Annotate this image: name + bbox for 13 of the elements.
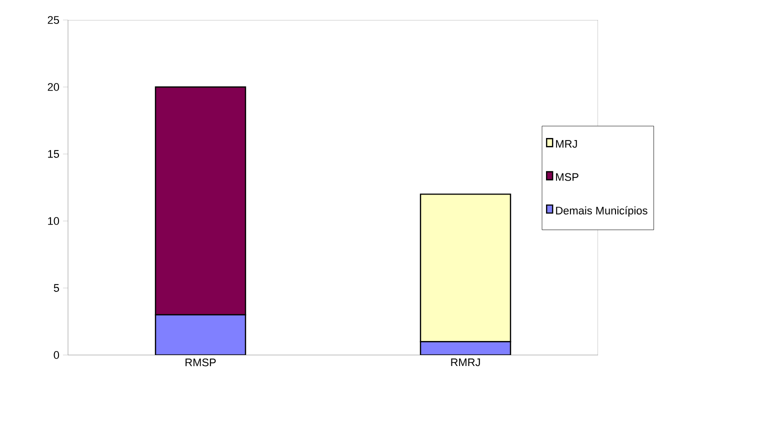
- legend-label: Demais Municípios: [556, 206, 648, 217]
- x-tick-label: RMRJ: [451, 358, 480, 366]
- x-tick-label: RMSP: [186, 358, 216, 366]
- legend-label: MRJ: [556, 140, 577, 148]
- y-tick-label: 15: [48, 150, 60, 158]
- bar: [154, 314, 246, 355]
- legend-label: MSP: [556, 173, 578, 181]
- bar: [420, 341, 512, 355]
- y-tick-label: 10: [48, 217, 60, 225]
- y-tick-label: 0: [54, 351, 60, 359]
- y-tick-label: 25: [48, 16, 60, 24]
- y-tick-label: 20: [48, 83, 60, 91]
- y-tick-label: 5: [54, 284, 60, 292]
